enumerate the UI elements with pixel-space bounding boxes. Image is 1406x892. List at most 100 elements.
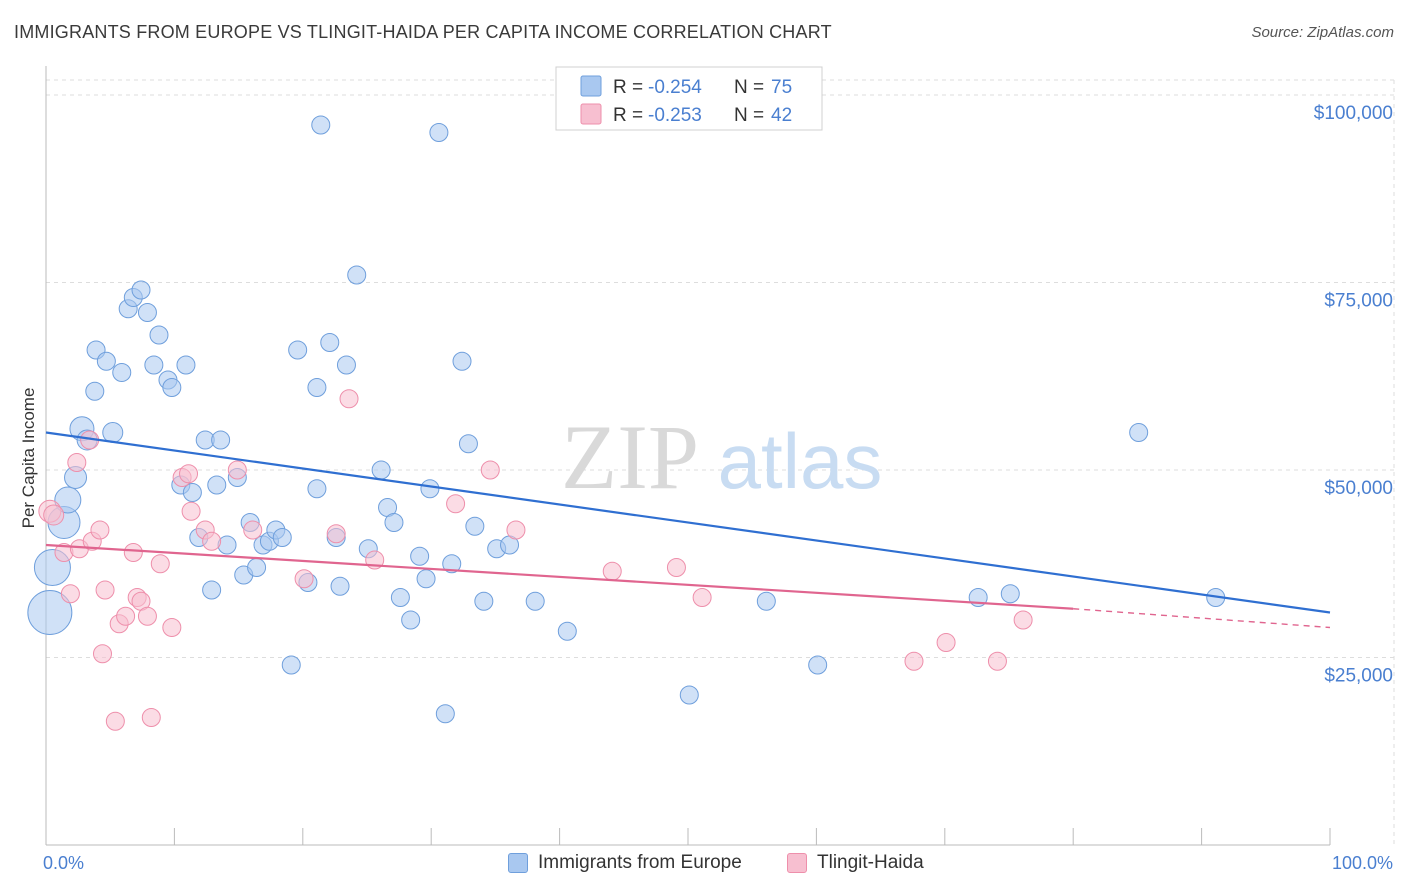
data-point-immigrants [390, 588, 410, 607]
trend-line-tlingit [45, 543, 1074, 610]
legend-box-swatch [580, 103, 602, 125]
data-point-immigrants [679, 685, 699, 705]
labels-layer: $25,000 $50,000 $75,000 $100,000 0.0% 100.0% P… [19, 103, 1393, 873]
data-point-tlingit [666, 558, 686, 577]
data-point-tlingit [602, 561, 622, 581]
legend-swatch-pink [787, 853, 807, 873]
data-point-immigrants [176, 355, 196, 375]
data-point-immigrants [149, 325, 169, 345]
data-point-tlingit [692, 588, 712, 607]
chart-title: IMMIGRANTS FROM EUROPE VS TLINGIT-HAIDA … [14, 22, 832, 42]
data-point-immigrants [102, 422, 124, 443]
data-point-tlingit [227, 460, 247, 480]
data-point-immigrants [272, 528, 292, 547]
data-point-immigrants [525, 591, 545, 611]
data-point-tlingit [43, 504, 65, 526]
data-point-immigrants [442, 554, 462, 574]
data-point-immigrants [1000, 584, 1020, 604]
data-point-immigrants [458, 434, 478, 454]
legend-item-tlingit-haida[interactable]: Tlingit-Haida [787, 852, 924, 874]
data-point-immigrants [144, 355, 164, 375]
data-point-immigrants [307, 378, 327, 397]
data-point-tlingit [162, 618, 182, 637]
points-layer [27, 115, 1226, 731]
legend-item-immigrants-from-europe[interactable]: Immigrants from Europe [508, 852, 742, 874]
y-tick-label: $75,000 [1324, 291, 1393, 312]
y-axis-label: Per Capita Income [19, 388, 38, 529]
data-point-immigrants [401, 610, 421, 630]
data-point-tlingit [202, 531, 222, 551]
data-point-tlingit [243, 520, 263, 540]
trend-line-tlingit-extension [1073, 608, 1331, 629]
data-point-immigrants [307, 479, 327, 499]
data-point-immigrants [54, 486, 82, 514]
trend-layer [45, 431, 1331, 629]
watermark-zip: ZIP [561, 406, 699, 508]
legend-label-immigrants-from-europe: Immigrants from Europe [538, 852, 742, 873]
data-point-immigrants [281, 655, 301, 675]
data-point-immigrants [756, 591, 776, 611]
data-point-immigrants [27, 590, 73, 635]
legend-r-value: -0.253 [648, 105, 702, 126]
data-point-tlingit [480, 460, 500, 480]
data-point-immigrants [808, 655, 828, 675]
data-point-immigrants [288, 340, 308, 360]
data-point-immigrants [410, 546, 430, 566]
data-point-immigrants [207, 475, 227, 495]
data-point-immigrants [384, 513, 404, 532]
data-point-tlingit [506, 520, 526, 540]
data-point-tlingit [95, 580, 115, 600]
data-point-immigrants [347, 265, 367, 285]
data-point-tlingit [936, 633, 956, 652]
legend-box-swatch [580, 75, 602, 97]
data-point-tlingit [137, 606, 157, 626]
legend-label-tlingit-haida: Tlingit-Haida [817, 852, 924, 873]
data-point-immigrants [330, 576, 350, 596]
data-point-tlingit [123, 543, 143, 562]
data-point-immigrants [420, 479, 440, 499]
data-point-tlingit [90, 520, 110, 540]
data-point-immigrants [1129, 423, 1149, 442]
axes-layer [45, 66, 1331, 846]
legend-n-label: N = [734, 77, 764, 98]
legend-r-value: -0.254 [648, 77, 702, 98]
legend-r-label: R = [613, 77, 643, 98]
data-point-tlingit [141, 708, 161, 727]
data-point-tlingit [339, 389, 359, 409]
source-label: Source: ZipAtlas.com [1251, 24, 1394, 41]
data-point-tlingit [181, 501, 201, 521]
data-point-immigrants [112, 363, 132, 382]
data-point-immigrants [429, 123, 449, 142]
y-tick-label: $50,000 [1324, 478, 1393, 499]
data-point-tlingit [294, 569, 314, 589]
data-point-tlingit [92, 644, 112, 664]
data-point-immigrants [557, 621, 577, 641]
data-point-immigrants [131, 280, 151, 300]
watermark: ZIP atlas [561, 406, 882, 508]
legend-r-label: R = [613, 105, 643, 126]
data-point-immigrants [162, 378, 182, 397]
legend-n-label: N = [734, 105, 764, 126]
data-point-immigrants [465, 516, 485, 536]
y-tick-label: $25,000 [1324, 666, 1393, 687]
legend-box: R = -0.254 N = 75 R = -0.253 N = 42 [555, 66, 823, 131]
data-point-tlingit [326, 524, 346, 544]
data-point-tlingit [987, 651, 1007, 671]
data-point-immigrants [96, 351, 116, 371]
trend-line-immigrants [45, 431, 1331, 614]
data-point-immigrants [85, 381, 105, 401]
data-point-tlingit [446, 494, 466, 514]
data-point-tlingit [150, 554, 170, 574]
data-point-tlingit [1013, 610, 1033, 630]
x-tick-label-max: 100.0% [1332, 853, 1393, 873]
data-point-immigrants [211, 430, 231, 450]
data-point-tlingit [105, 711, 125, 731]
data-point-immigrants [247, 558, 267, 577]
y-tick-label: $100,000 [1314, 103, 1393, 124]
data-point-tlingit [60, 584, 80, 604]
data-point-immigrants [320, 333, 340, 352]
legend-n-value: 42 [771, 105, 792, 126]
data-point-tlingit [67, 453, 87, 472]
data-point-immigrants [311, 115, 331, 135]
